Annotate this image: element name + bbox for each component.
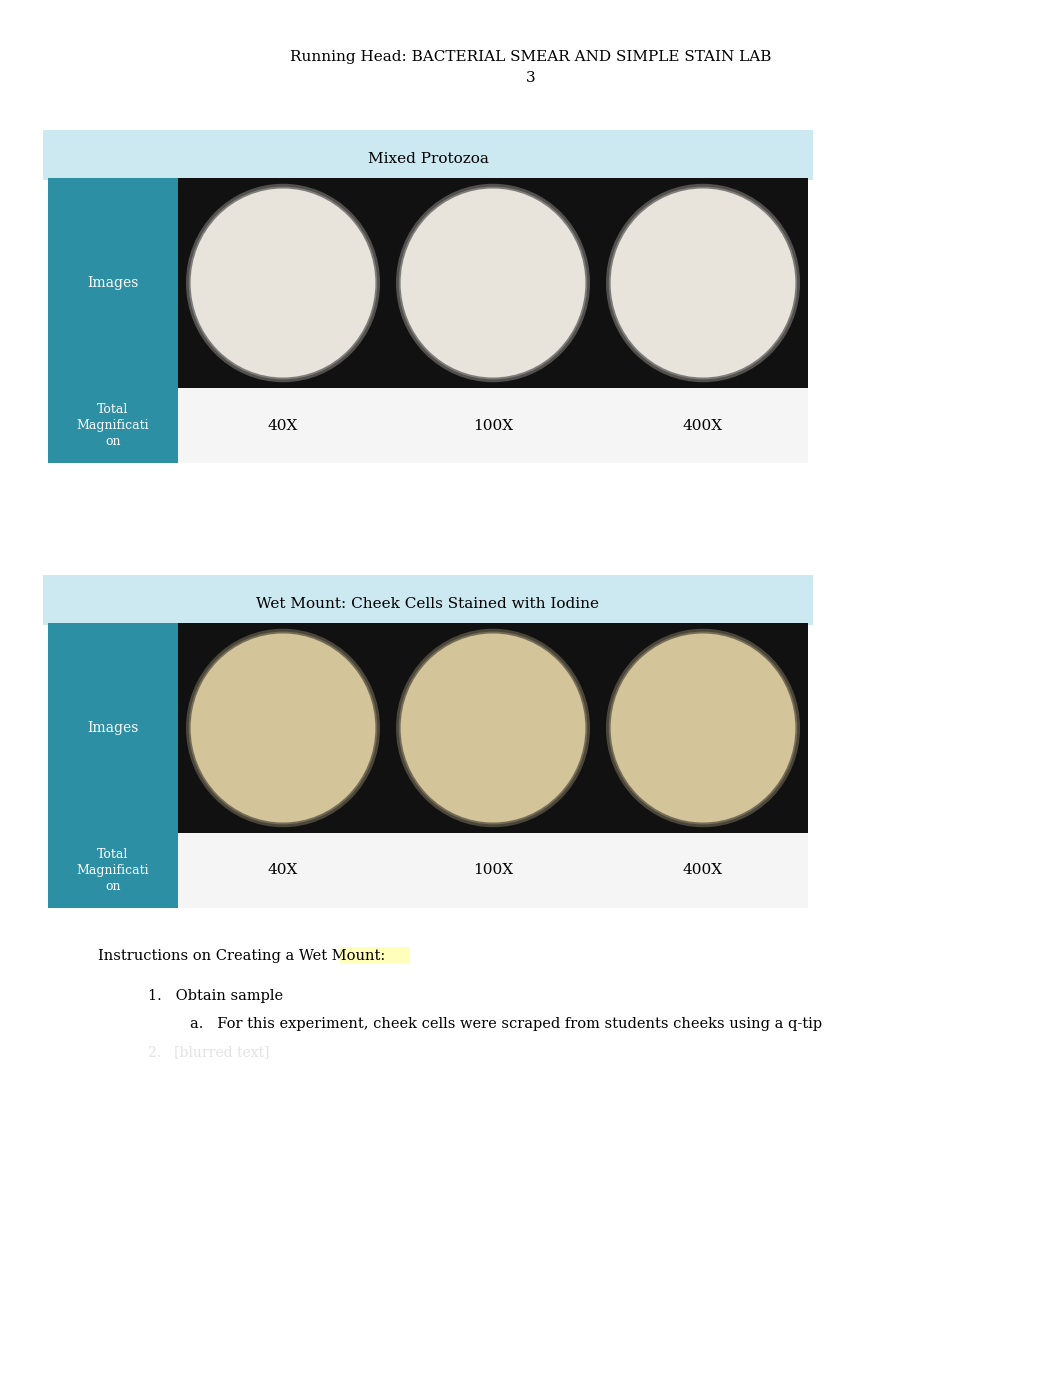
Text: 400X: 400X [683,863,723,877]
Ellipse shape [609,632,798,825]
Ellipse shape [189,632,377,825]
Text: 2.   [blurred text]: 2. [blurred text] [148,1045,270,1059]
Text: Instructions on Creating a Wet Mount:: Instructions on Creating a Wet Mount: [98,949,386,963]
Text: 3: 3 [526,72,536,85]
FancyBboxPatch shape [340,947,410,963]
FancyBboxPatch shape [42,576,813,625]
Text: 1.   Obtain sample: 1. Obtain sample [148,989,284,1002]
Ellipse shape [611,633,795,822]
Text: 40X: 40X [268,419,298,432]
Ellipse shape [190,633,375,822]
FancyBboxPatch shape [42,129,813,180]
Text: Mixed Protozoa: Mixed Protozoa [367,151,489,167]
FancyBboxPatch shape [178,388,808,463]
Ellipse shape [609,187,798,380]
Ellipse shape [400,189,585,377]
Text: Images: Images [87,722,139,735]
Ellipse shape [186,183,380,383]
Ellipse shape [606,629,800,828]
Ellipse shape [398,187,587,380]
Ellipse shape [396,183,590,383]
Text: 40X: 40X [268,863,298,877]
Text: Total
Magnificati
on: Total Magnificati on [76,848,150,894]
FancyBboxPatch shape [178,622,808,833]
FancyBboxPatch shape [178,178,808,388]
Ellipse shape [396,629,590,828]
Text: Total
Magnificati
on: Total Magnificati on [76,403,150,448]
Text: 400X: 400X [683,419,723,432]
FancyBboxPatch shape [48,388,178,463]
Ellipse shape [400,633,585,822]
Ellipse shape [186,629,380,828]
Ellipse shape [606,183,800,383]
Text: a.   For this experiment, cheek cells were scraped from students cheeks using a : a. For this experiment, cheek cells were… [190,1018,822,1031]
Ellipse shape [189,187,377,380]
Text: 100X: 100X [473,419,513,432]
Ellipse shape [398,632,587,825]
FancyBboxPatch shape [48,833,178,907]
FancyBboxPatch shape [48,622,178,833]
FancyBboxPatch shape [178,833,808,907]
Ellipse shape [190,189,375,377]
FancyBboxPatch shape [48,178,178,388]
Ellipse shape [611,189,795,377]
Text: Running Head: BACTERIAL SMEAR AND SIMPLE STAIN LAB: Running Head: BACTERIAL SMEAR AND SIMPLE… [290,50,772,63]
Text: 100X: 100X [473,863,513,877]
Text: Wet Mount: Cheek Cells Stained with Iodine: Wet Mount: Cheek Cells Stained with Iodi… [257,598,600,611]
Text: Images: Images [87,275,139,291]
